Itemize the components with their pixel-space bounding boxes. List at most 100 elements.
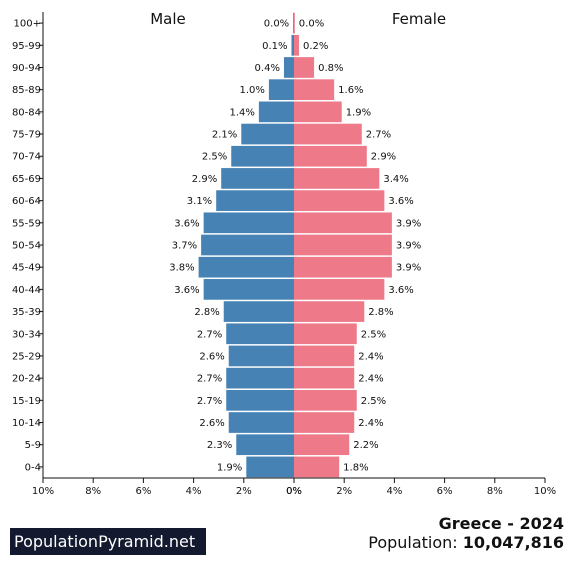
male-bar-35-39 <box>223 301 294 322</box>
male-value-label-35-39: 2.8% <box>194 307 219 318</box>
male-value-label-80-84: 1.4% <box>229 107 254 118</box>
male-value-label-30-34: 2.7% <box>197 329 222 340</box>
male-bar-55-59 <box>203 212 294 234</box>
male-value-label-40-44: 3.6% <box>174 285 199 296</box>
x-tick-label--6: 6% <box>135 486 151 497</box>
legend-male: Male <box>150 10 186 28</box>
female-value-label-5-9: 2.2% <box>353 440 378 451</box>
male-value-label-0-4: 1.9% <box>217 462 242 473</box>
male-bar-45-49 <box>198 256 294 278</box>
brand-logo[interactable]: PopulationPyramid.net <box>10 528 206 555</box>
y-tick-label-80-84: 80-84 <box>12 107 41 118</box>
y-tick-label-25-29: 25-29 <box>12 351 41 362</box>
x-tick-label-8: 8% <box>487 486 503 497</box>
male-bar-60-64 <box>216 190 294 211</box>
y-tick-label-70-74: 70-74 <box>12 152 41 163</box>
x-tick-label-2: 2% <box>336 486 352 497</box>
female-value-label-50-54: 3.9% <box>396 241 421 252</box>
y-tick-label-35-39: 35-39 <box>12 307 41 318</box>
y-tick-label-60-64: 60-64 <box>12 196 41 207</box>
female-value-label-30-34: 2.5% <box>361 329 386 340</box>
x-tick-label-0: 0% <box>286 486 302 497</box>
female-value-label-100+: 0.0% <box>299 19 324 30</box>
x-tick-label--8: 8% <box>85 486 101 497</box>
y-tick-label-50-54: 50-54 <box>12 241 41 252</box>
female-bar-80-84 <box>294 101 342 123</box>
male-value-label-90-94: 0.4% <box>255 63 280 74</box>
female-bar-0-4 <box>294 456 340 478</box>
female-value-label-40-44: 3.6% <box>388 285 413 296</box>
male-value-label-45-49: 3.8% <box>169 263 194 274</box>
population-pyramid-chart: Male Female 0.0% 0.0% 100+ 0.1% 0.2% 95-99 0.4% 0… <box>12 10 556 497</box>
male-value-label-65-69: 2.9% <box>192 174 217 185</box>
female-bar-15-19 <box>294 389 357 411</box>
female-value-label-65-69: 3.4% <box>383 174 408 185</box>
x-tick-label-6: 6% <box>437 486 453 497</box>
male-value-label-50-54: 3.7% <box>172 241 197 252</box>
male-value-label-85-89: 1.0% <box>239 85 264 96</box>
y-tick-label-55-59: 55-59 <box>12 218 41 229</box>
y-tick-label-90-94: 90-94 <box>12 63 41 74</box>
male-bar-85-89 <box>268 79 294 101</box>
male-bar-15-19 <box>226 389 294 411</box>
female-bar-100+ <box>294 12 295 34</box>
y-tick-label-0-4: 0-4 <box>25 462 41 473</box>
male-value-label-10-14: 2.6% <box>199 418 224 429</box>
female-bar-60-64 <box>294 190 385 211</box>
y-tick-label-15-19: 15-19 <box>12 396 41 407</box>
male-value-label-60-64: 3.1% <box>187 196 212 207</box>
male-bar-5-9 <box>236 434 294 456</box>
female-value-label-20-24: 2.4% <box>358 374 383 385</box>
country-year-title: Greece - 2024 <box>438 514 564 533</box>
female-value-label-60-64: 3.6% <box>388 196 413 207</box>
y-tick-label-10-14: 10-14 <box>12 418 41 429</box>
female-value-label-85-89: 1.6% <box>338 85 363 96</box>
female-bar-30-34 <box>294 323 357 345</box>
male-value-label-25-29: 2.6% <box>199 351 224 362</box>
y-tick-label-5-9: 5-9 <box>25 440 41 451</box>
male-value-label-70-74: 2.5% <box>202 152 227 163</box>
female-bar-25-29 <box>294 345 355 367</box>
female-bar-50-54 <box>294 234 392 256</box>
female-value-label-70-74: 2.9% <box>371 152 396 163</box>
male-bar-30-34 <box>226 323 294 345</box>
female-value-label-80-84: 1.9% <box>346 107 371 118</box>
male-bar-100+ <box>293 12 294 34</box>
male-bar-75-79 <box>241 123 294 145</box>
male-bar-40-44 <box>203 279 294 300</box>
male-bar-20-24 <box>226 367 294 389</box>
male-bar-70-74 <box>231 145 294 167</box>
x-tick-label-4: 4% <box>386 486 402 497</box>
y-tick-label-85-89: 85-89 <box>12 85 41 96</box>
x-tick-label-0-b: 0% <box>286 486 302 497</box>
female-value-label-95-99: 0.2% <box>303 41 328 52</box>
female-bar-90-94 <box>294 57 315 78</box>
y-tick-label-40-44: 40-44 <box>12 285 41 296</box>
x-tick-label--4: 4% <box>186 486 202 497</box>
y-tick-label-65-69: 65-69 <box>12 174 41 185</box>
y-tick-label-95-99: 95-99 <box>12 41 41 52</box>
female-bar-40-44 <box>294 279 385 300</box>
male-value-label-55-59: 3.6% <box>174 218 199 229</box>
female-value-label-25-29: 2.4% <box>358 351 383 362</box>
male-value-label-5-9: 2.3% <box>207 440 232 451</box>
male-value-label-20-24: 2.7% <box>197 374 222 385</box>
population-label: Population: <box>368 533 458 552</box>
x-tick-label--10: 10% <box>32 486 54 497</box>
male-bar-0-4 <box>246 456 294 478</box>
female-value-label-10-14: 2.4% <box>358 418 383 429</box>
male-value-label-75-79: 2.1% <box>212 130 237 141</box>
y-tick-label-45-49: 45-49 <box>12 263 41 274</box>
male-bar-50-54 <box>201 234 294 256</box>
female-bar-20-24 <box>294 367 355 389</box>
male-value-label-95-99: 0.1% <box>262 41 287 52</box>
female-bar-75-79 <box>294 123 362 145</box>
female-value-label-90-94: 0.8% <box>318 63 343 74</box>
population-value: 10,047,816 <box>462 533 564 552</box>
male-value-label-15-19: 2.7% <box>197 396 222 407</box>
female-bar-95-99 <box>294 34 300 56</box>
legend-female: Female <box>392 10 446 28</box>
female-value-label-0-4: 1.8% <box>343 462 368 473</box>
female-value-label-35-39: 2.8% <box>368 307 393 318</box>
female-bar-35-39 <box>294 301 365 322</box>
